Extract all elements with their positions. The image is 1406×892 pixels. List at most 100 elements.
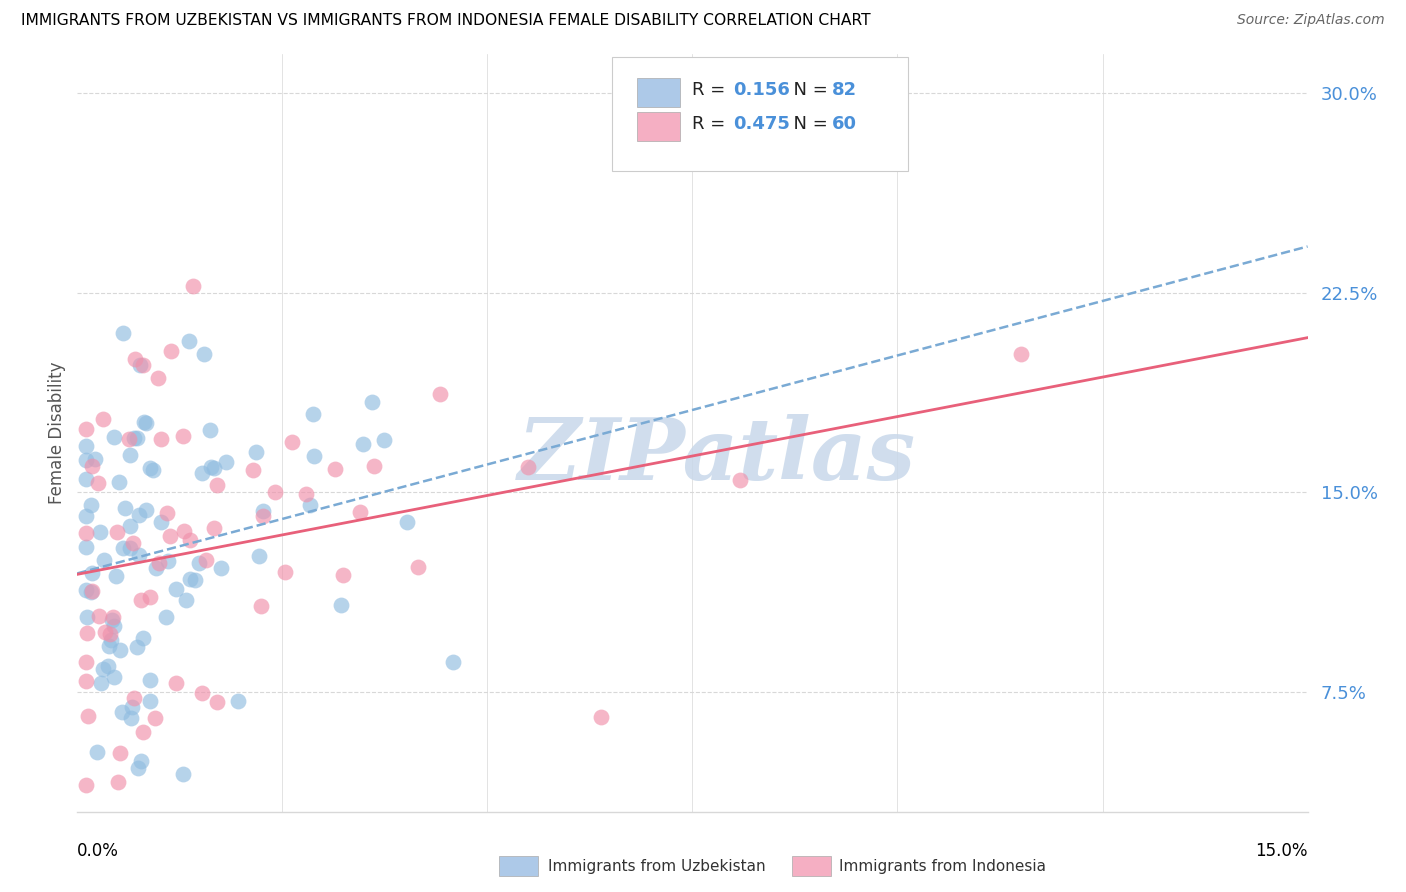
Point [179, 533, 201, 547]
Point [120, 519, 142, 533]
Point [122, 691, 145, 706]
Point [131, 593, 153, 607]
Point [349, 505, 371, 519]
Point [103, 619, 125, 633]
Point [112, 541, 135, 555]
Point [250, 599, 273, 614]
Point [191, 686, 214, 700]
Point [118, 449, 141, 463]
Point [76, 626, 98, 640]
Point [75, 778, 97, 792]
Point [101, 610, 124, 624]
Point [148, 556, 170, 570]
Point [97, 659, 120, 673]
Point [215, 455, 238, 469]
Point [101, 613, 124, 627]
Point [75, 526, 97, 541]
Point [77, 709, 100, 723]
Text: ZIPatlas: ZIPatlas [517, 414, 917, 497]
Point [299, 498, 322, 512]
Text: IMMIGRANTS FROM UZBEKISTAN VS IMMIGRANTS FROM INDONESIA FEMALE DISABILITY CORREL: IMMIGRANTS FROM UZBEKISTAN VS IMMIGRANTS… [21, 13, 870, 29]
Point [1010, 347, 1032, 361]
Point [120, 711, 142, 725]
Point [75, 509, 97, 524]
Point [90, 676, 112, 690]
Point [135, 503, 157, 517]
Point [94, 624, 117, 639]
Point [125, 431, 148, 445]
Point [87, 475, 110, 490]
Point [118, 432, 141, 446]
Point [247, 549, 270, 563]
Point [172, 429, 194, 443]
Point [75, 582, 97, 597]
Point [156, 506, 179, 520]
Point [200, 423, 222, 437]
Point [281, 434, 304, 449]
Text: 60: 60 [831, 115, 856, 133]
Point [156, 554, 179, 568]
Point [172, 767, 194, 781]
Point [75, 439, 97, 453]
Point [294, 487, 316, 501]
Point [100, 633, 122, 648]
Point [129, 754, 152, 768]
Point [75, 422, 97, 436]
Text: R =: R = [693, 81, 731, 99]
Point [111, 326, 134, 340]
Point [120, 541, 142, 556]
Point [159, 529, 181, 543]
Point [145, 561, 167, 575]
Point [98, 639, 121, 653]
Point [108, 746, 131, 760]
Point [429, 387, 451, 401]
Point [129, 358, 152, 372]
Point [200, 459, 222, 474]
Point [173, 524, 195, 539]
Point [139, 460, 162, 475]
Point [86, 745, 108, 759]
Point [84, 452, 107, 467]
Point [205, 477, 228, 491]
Text: 82: 82 [831, 81, 856, 99]
Point [160, 343, 183, 358]
Point [202, 460, 225, 475]
Point [104, 569, 127, 583]
Point [105, 524, 128, 539]
Point [191, 467, 214, 481]
Point [121, 536, 143, 550]
Point [98, 626, 121, 640]
Text: 15.0%: 15.0% [1256, 842, 1308, 860]
Point [121, 700, 143, 714]
Point [124, 351, 146, 366]
Point [125, 640, 148, 655]
Point [589, 710, 612, 724]
Point [108, 643, 131, 657]
Point [165, 582, 187, 596]
FancyBboxPatch shape [792, 856, 831, 876]
Point [107, 775, 129, 789]
Point [441, 655, 464, 669]
Point [103, 430, 125, 444]
Point [363, 459, 385, 474]
Point [145, 711, 167, 725]
Text: Immigrants from Indonesia: Immigrants from Indonesia [839, 859, 1046, 873]
Point [165, 676, 187, 690]
Point [132, 725, 155, 739]
Point [252, 508, 274, 523]
Point [252, 504, 274, 518]
FancyBboxPatch shape [613, 57, 908, 171]
Point [75, 656, 97, 670]
Text: N =: N = [782, 81, 834, 99]
Point [132, 631, 155, 645]
Point [406, 559, 429, 574]
Point [516, 459, 538, 474]
Point [76, 610, 98, 624]
Point [264, 485, 287, 500]
Point [80, 458, 103, 473]
Text: Immigrants from Uzbekistan: Immigrants from Uzbekistan [548, 859, 766, 873]
Point [128, 548, 150, 562]
Point [82, 584, 104, 599]
Point [205, 695, 228, 709]
Point [89, 525, 111, 540]
